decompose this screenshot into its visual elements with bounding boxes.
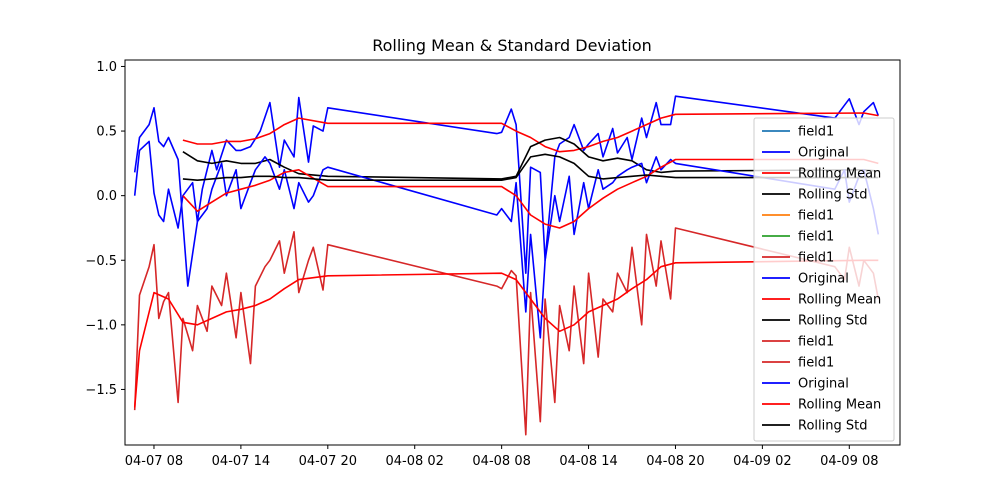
legend-label: Rolling Std: [798, 188, 867, 203]
chart-title: Rolling Mean & Standard Deviation: [372, 36, 652, 55]
y-tick-label: −1.0: [85, 318, 117, 333]
x-tick-label: 04-08 20: [646, 454, 704, 469]
y-tick-label: −0.5: [85, 254, 117, 269]
legend-label: Rolling Mean: [798, 293, 881, 308]
legend-label: field1: [798, 209, 834, 224]
series-line-1: [133, 95, 880, 287]
series-line-13: [133, 259, 879, 408]
y-tick-label: −1.5: [85, 383, 117, 398]
legend-label: Original: [798, 146, 849, 161]
legend: field1 Original Rolling Mean Rolling Std fie…: [753, 117, 895, 442]
series-line-8: [182, 158, 879, 229]
x-tick-label: 04-08 14: [559, 454, 617, 469]
legend-label: field1: [798, 125, 834, 140]
axes: 04-07 08 04-07 14 04-07 20 04-08 02 04-08 08…: [85, 59, 901, 469]
x-tick-label: 04-07 14: [212, 454, 270, 469]
legend-label: Original: [798, 272, 849, 287]
legend-label: field1: [798, 356, 834, 371]
legend-label: Rolling Std: [798, 314, 867, 329]
x-tick-label: 04-08 02: [385, 454, 443, 469]
x-tick-label: 04-09 08: [820, 454, 878, 469]
series-line-7: [133, 140, 880, 339]
series-line-3: [182, 136, 879, 180]
x-tick-label: 04-09 02: [733, 454, 791, 469]
x-tick-label: 04-07 20: [299, 454, 357, 469]
legend-label: Rolling Std: [798, 419, 867, 434]
legend-label: field1: [798, 335, 834, 350]
series-line-9: [182, 153, 879, 181]
legend-label: Original: [798, 377, 849, 392]
legend-label: field1: [798, 251, 834, 266]
x-tick-label: 04-07 08: [125, 454, 183, 469]
y-tick-label: 1.0: [96, 60, 117, 75]
plot-area: [133, 95, 880, 436]
y-tick-label: 0.0: [96, 189, 117, 204]
y-tick-label: 0.5: [96, 125, 117, 140]
axes-frame: [124, 59, 901, 446]
x-tick-label: 04-08 08: [472, 454, 530, 469]
legend-label: Rolling Mean: [798, 167, 881, 182]
series-line-2: [182, 112, 879, 153]
legend-label: field1: [798, 230, 834, 245]
legend-label: Rolling Mean: [798, 398, 881, 413]
legend-box: [753, 117, 895, 442]
series-line-10: [133, 227, 880, 436]
